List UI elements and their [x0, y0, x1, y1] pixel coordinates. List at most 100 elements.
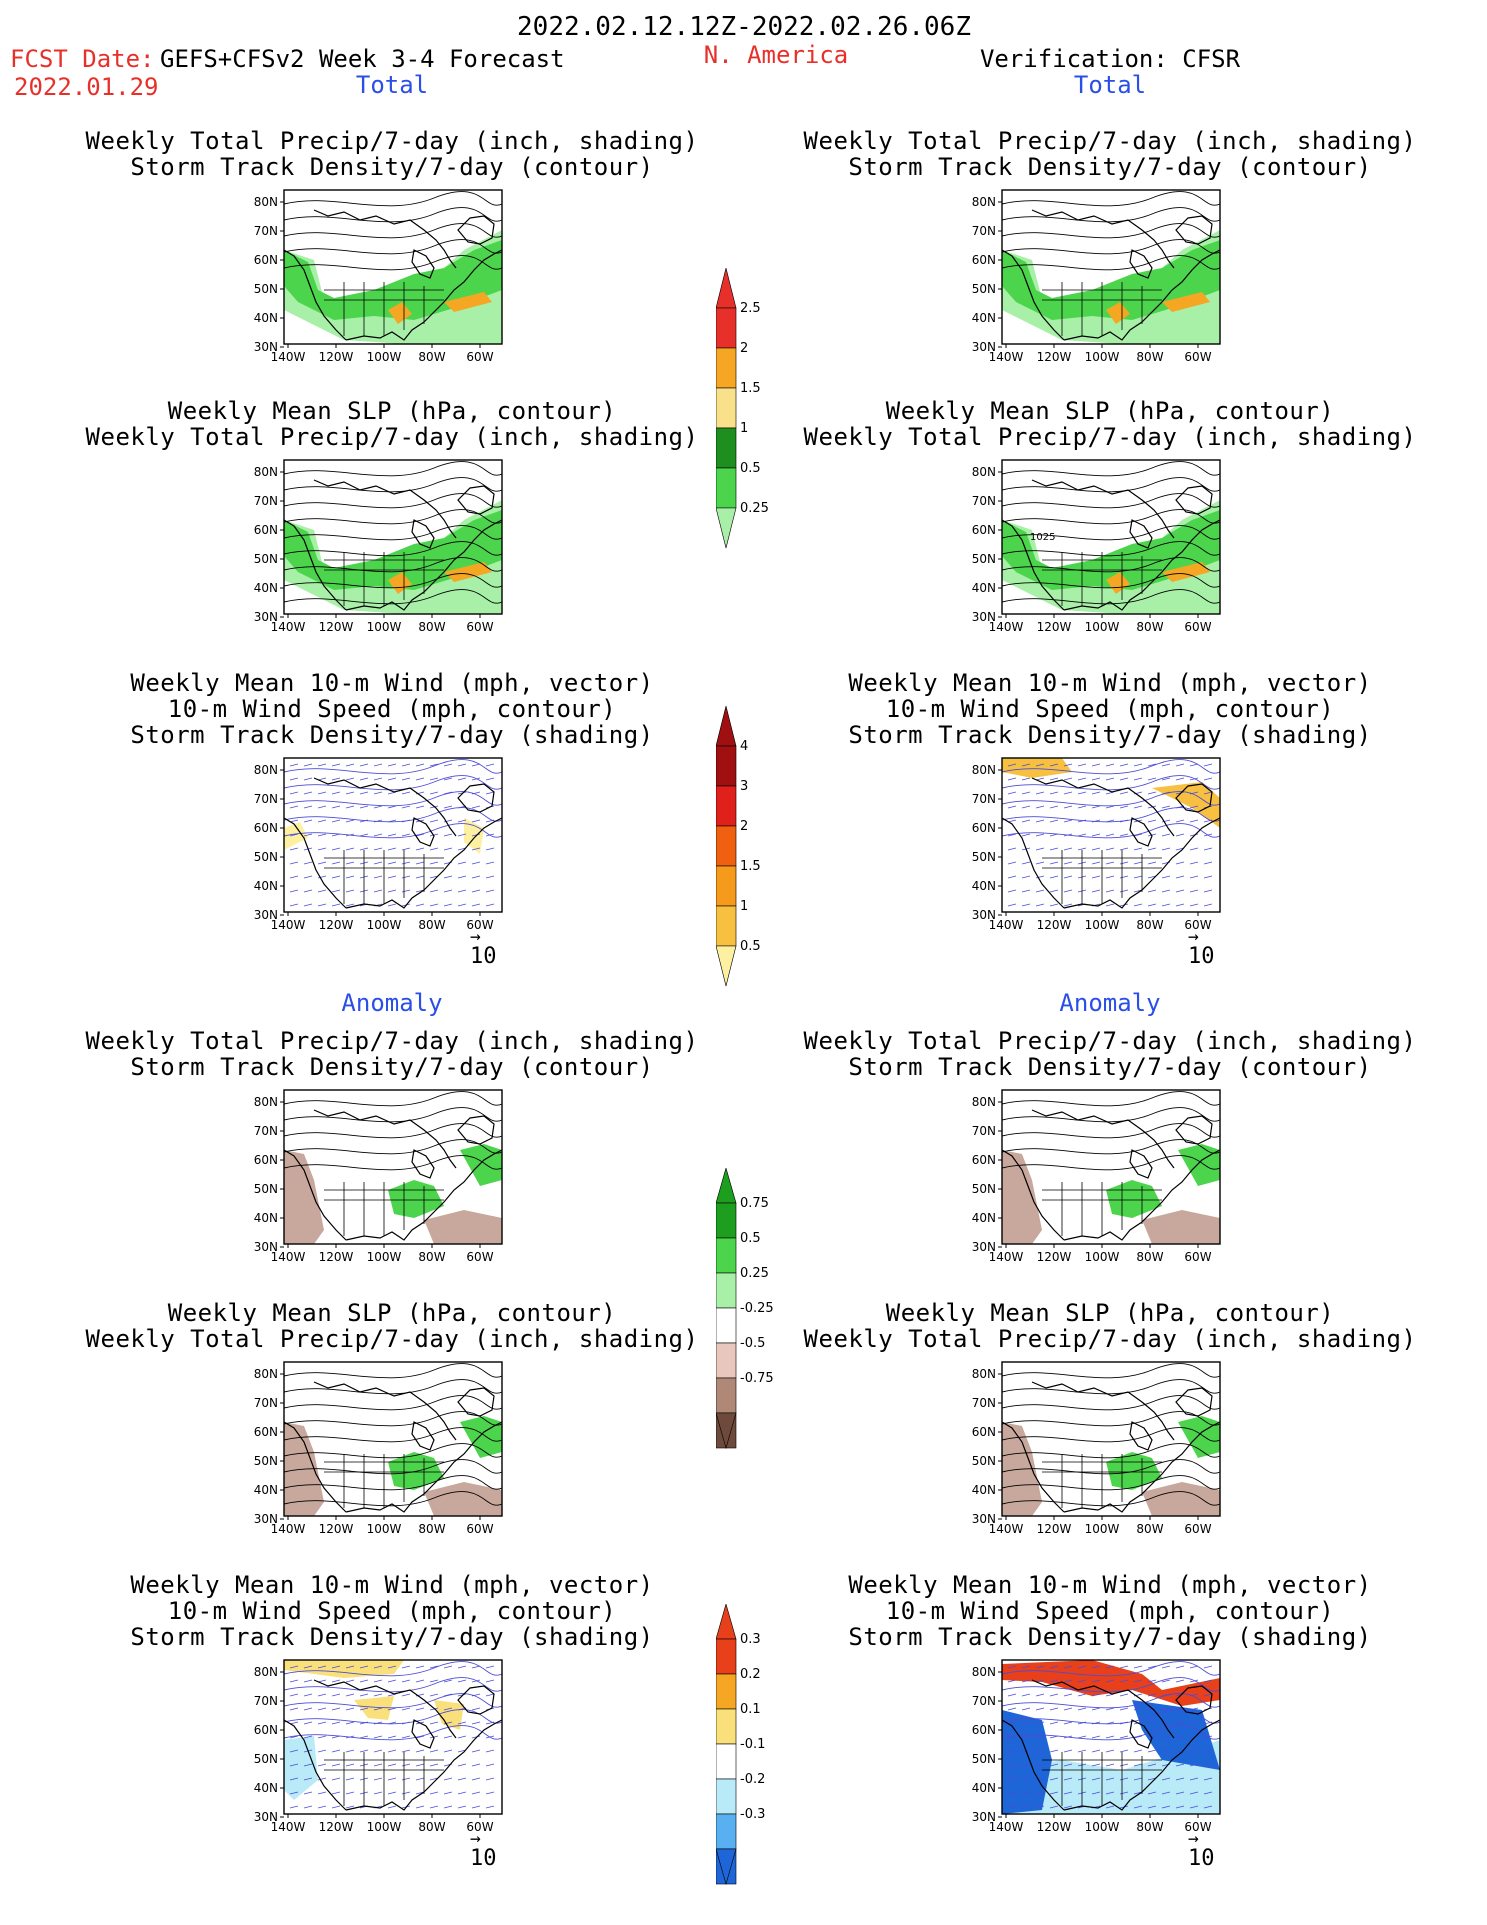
wind-vector [1147, 1679, 1157, 1683]
wind-vector [471, 861, 481, 865]
map-precip-forecast: 80N 70N 60N 50N 40N 30N 140W 120W 100W 80W 60W [244, 189, 522, 372]
wind-vector [1119, 847, 1129, 851]
wind-vector [1161, 1791, 1171, 1795]
wind-vector [1007, 903, 1017, 907]
colorbar-label: 0.2 [740, 1667, 761, 1682]
wind-vector [1175, 819, 1185, 823]
wind-vector [1063, 833, 1073, 837]
wind-vector [1021, 819, 1031, 823]
wind-vector [1035, 847, 1045, 851]
lon-tick-label: 100W [1085, 620, 1120, 634]
wind-vector [1105, 1791, 1115, 1795]
lat-tick-label: 40N [254, 311, 278, 325]
wind-vector [317, 1735, 327, 1739]
contour-line [283, 775, 503, 791]
wind-vector [1147, 889, 1157, 893]
wind-vector [443, 1777, 453, 1781]
map-slp-forecast: 80N 70N 60N 50N 40N 30N 140W 120W 100W 80W 60W [244, 459, 522, 642]
coastline [283, 1381, 503, 1513]
wind-vector [401, 1749, 411, 1753]
wind-vector [1077, 819, 1087, 823]
wind-vector [1161, 1665, 1171, 1669]
state-borders [1042, 1182, 1162, 1236]
colorbar-label: 0.5 [740, 939, 761, 954]
lat-tick-label: 60N [972, 1153, 996, 1167]
wind-vector [471, 763, 481, 767]
wind-vector [401, 847, 411, 851]
wind-vector [1007, 819, 1017, 823]
lat-tick-label: 60N [254, 523, 278, 537]
wind-vector [331, 805, 341, 809]
wind-vector [331, 1665, 341, 1669]
wind-vector [1091, 833, 1101, 837]
wind-vector [331, 1749, 341, 1753]
wind-vector [1133, 763, 1143, 767]
contour-line [1001, 807, 1221, 823]
wind-vector [1063, 1665, 1073, 1669]
contour-line [1001, 207, 1221, 223]
wind-vector [1091, 1679, 1101, 1683]
wind-vector [1091, 1707, 1101, 1711]
wind-vector [1091, 791, 1101, 795]
wind-vector [1119, 763, 1129, 767]
coastline [1001, 1381, 1221, 1513]
lat-tick-label: 40N [254, 1483, 278, 1497]
wind-vector [443, 833, 453, 837]
wind-vector [1091, 819, 1101, 823]
wind-vector [1203, 1763, 1213, 1767]
wind-vector [1105, 861, 1115, 865]
precip-deficit-shading-east [424, 1210, 502, 1244]
contour-line [283, 1475, 503, 1491]
wind-vector [1119, 1777, 1129, 1781]
wind-vector [359, 1693, 369, 1697]
colorbar-segment [715, 865, 737, 907]
contour-line [1001, 1709, 1221, 1725]
wind-vector [1161, 805, 1171, 809]
contour-line [283, 1427, 503, 1443]
section-total-right: Total [1073, 71, 1147, 99]
lon-tick-label: 120W [319, 350, 354, 364]
wind-vector [1119, 819, 1129, 823]
wind-vector [1035, 805, 1045, 809]
wind-vector [457, 861, 467, 865]
wind-vector [1203, 819, 1213, 823]
wind-vector [1049, 903, 1059, 907]
lat-tick-label: 30N [254, 908, 278, 922]
wind-vector [303, 1735, 313, 1739]
wind-vector [1091, 1735, 1101, 1739]
wind-vector [1161, 847, 1171, 851]
precip-surplus-shading [388, 1144, 502, 1218]
wind-vector [1119, 1693, 1129, 1697]
wind-vector [317, 1721, 327, 1725]
wind-vector [415, 847, 425, 851]
wind-vector [1105, 903, 1115, 907]
wind-vector [345, 833, 355, 837]
wind-vector [345, 1693, 355, 1697]
lat-tick-label: 70N [254, 1694, 278, 1708]
contour-line [283, 1123, 503, 1139]
lon-tick-label: 80W [1136, 918, 1163, 932]
wind-vector [1189, 1679, 1199, 1683]
wind-vector [401, 1735, 411, 1739]
wind-vector [1049, 1665, 1059, 1669]
wind-vector [1119, 1791, 1129, 1795]
wind-vector [1133, 1805, 1143, 1809]
wind-vector [1203, 1721, 1213, 1725]
wind-vector [1021, 1777, 1031, 1781]
precip-surplus-shading [1106, 1144, 1220, 1218]
vector-reference: → 10 [470, 926, 497, 970]
region-title: N. America [703, 41, 849, 69]
wind-vector [1063, 1679, 1073, 1683]
panel-title-line: Storm Track Density/7-day (shading) [130, 1623, 654, 1651]
wind-vector [387, 1749, 397, 1753]
state-borders [324, 552, 444, 606]
lon-tick-label: 60W [466, 1250, 493, 1264]
precip-heavy-shading [388, 562, 492, 594]
lat-tick-label: 50N [972, 1182, 996, 1196]
wind-vector [387, 861, 397, 865]
wind-vector [331, 1805, 341, 1809]
wind-vector [1147, 1721, 1157, 1725]
wind-vector [1203, 763, 1213, 767]
map-frame [283, 757, 503, 913]
wind-vector [429, 889, 439, 893]
